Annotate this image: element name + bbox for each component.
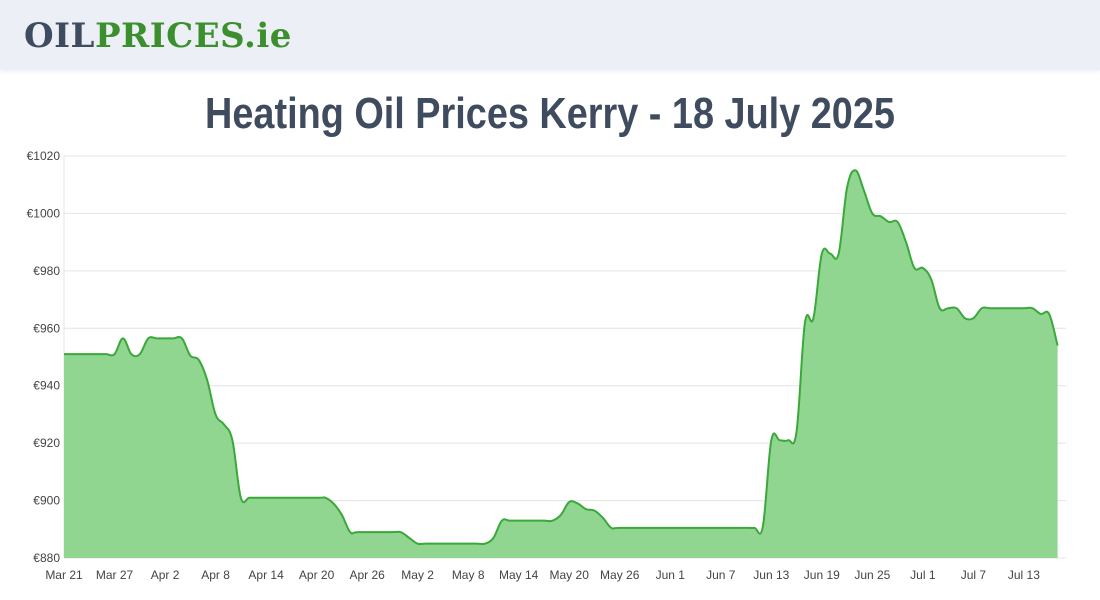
x-tick-label: Jun 1 [656,568,686,582]
x-tick-label: Apr 2 [151,568,180,582]
x-tick-label: May 14 [499,568,539,582]
x-tick-label: May 20 [550,568,590,582]
x-tick-label: Mar 21 [45,568,83,582]
x-tick-label: Jun 19 [804,568,840,582]
x-tick-label: May 8 [452,568,485,582]
y-tick-label: €960 [33,321,60,335]
y-tick-label: €980 [33,264,60,278]
x-tick-label: May 2 [401,568,434,582]
x-tick-label: Jul 13 [1008,568,1040,582]
site-header: OILPRICES.ie [0,0,1100,70]
x-tick-label: May 26 [600,568,640,582]
x-tick-label: Jul 1 [910,568,936,582]
price-line [64,169,1059,546]
y-tick-label: €900 [33,494,60,508]
x-tick-label: Apr 8 [201,568,230,582]
x-tick-label: Mar 27 [96,568,134,582]
x-tick-label: Apr 14 [248,568,284,582]
x-tick-label: Apr 26 [349,568,385,582]
logo-oil-text: OIL [24,16,95,56]
y-tick-label: €1020 [27,149,61,163]
x-tick-label: Apr 20 [299,568,335,582]
y-tick-label: €940 [33,379,60,393]
price-area-fill [64,170,1058,558]
logo-prices-text: PRICES [94,16,244,56]
page-title: Heating Oil Prices Kerry - 18 July 2025 [205,89,895,138]
y-tick-label: €1000 [27,206,61,220]
y-tick-label: €920 [33,436,60,450]
site-logo[interactable]: OILPRICES.ie [24,14,292,58]
x-tick-label: Jun 13 [753,568,789,582]
logo-domain-text: .ie [243,16,292,56]
x-tick-label: Jun 25 [854,568,890,582]
x-tick-label: Jun 7 [706,568,736,582]
y-tick-label: €880 [33,551,60,565]
x-tick-label: Jul 7 [961,568,987,582]
